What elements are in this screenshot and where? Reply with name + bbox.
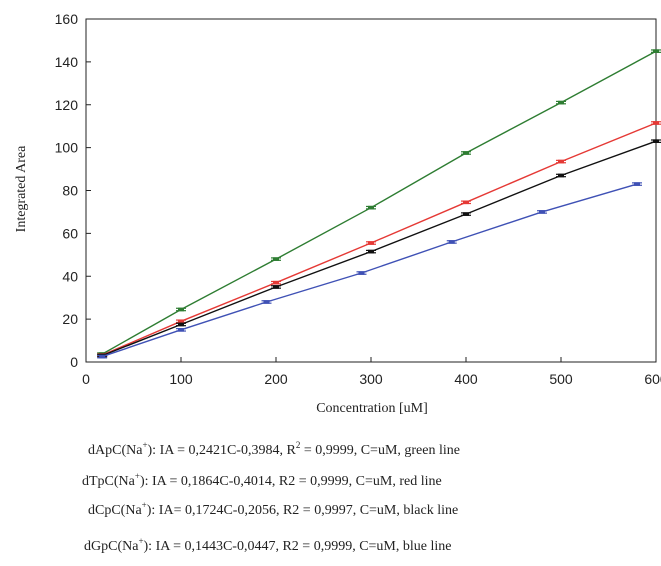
data-point [178, 328, 184, 332]
y-tick-label: 160 [55, 11, 79, 27]
data-point [368, 249, 374, 254]
series-blue [97, 182, 642, 359]
data-point [273, 257, 279, 261]
x-tick-label: 300 [359, 371, 383, 387]
y-tick-label: 20 [62, 311, 78, 327]
series-layer [97, 49, 661, 359]
data-point [558, 100, 564, 105]
equation-text: dGpC(Na [84, 539, 139, 554]
y-tick-label: 120 [55, 97, 79, 113]
equation-text: dCpC(Na [88, 503, 142, 518]
data-point [368, 241, 374, 245]
data-point [653, 121, 659, 125]
data-point [368, 205, 374, 210]
y-axis: 0 20 40 60 80 100 120 140 160 [55, 11, 91, 370]
chart: 0 20 40 60 80 100 120 140 160 0 100 200 300 400 500 60… [14, 11, 661, 416]
data-point [463, 151, 469, 155]
data-point [653, 139, 659, 143]
plot-frame [85, 18, 657, 363]
y-tick-label: 40 [62, 268, 78, 284]
equation-text: = 0,9999, C=uM, green line [300, 443, 460, 458]
equation-black: dCpC(Na+): IA= 0,1724C-0,2056, R2 = 0,99… [88, 500, 458, 519]
data-point [263, 300, 270, 304]
equation-text: dTpC(Na [82, 474, 135, 489]
data-point [634, 182, 640, 186]
data-point [653, 49, 659, 53]
y-tick-label: 0 [70, 354, 78, 370]
data-point [99, 354, 106, 359]
equation-text: ): IA = 0,2421C-0,3984, R [147, 443, 296, 458]
data-point [463, 212, 469, 216]
data-point [558, 173, 564, 178]
data-point [178, 322, 184, 327]
series-black [97, 139, 661, 358]
equation-text: ): IA = 0,1443C-0,0447, R2 = 0,9999, C=u… [143, 539, 452, 554]
equation-red: dTpC(Na+): IA = 0,1864C-0,4014, R2 = 0,9… [82, 471, 442, 490]
x-tick-label: 100 [169, 371, 193, 387]
data-point [358, 271, 365, 275]
plot-border [85, 18, 657, 363]
data-point [273, 280, 279, 285]
equation-blue: dGpC(Na+): IA = 0,1443C-0,0447, R2 = 0,9… [84, 536, 451, 555]
equation-text: ): IA= 0,1724C-0,2056, R2 = 0,9997, C=uM… [146, 503, 459, 518]
equation-superscript: + [138, 536, 144, 546]
y-tick-label: 60 [62, 225, 78, 241]
equation-superscript: + [142, 440, 148, 450]
x-tick-label: 0 [82, 371, 90, 387]
y-tick-label: 140 [55, 54, 79, 70]
equation-green: dApC(Na+): IA = 0,2421C-0,3984, R2 = 0,9… [88, 440, 460, 459]
equation-text: dApC(Na [88, 443, 143, 458]
series-green [97, 49, 661, 356]
y-axis-label: Integrated Area [14, 145, 29, 232]
y-tick-label: 100 [55, 140, 79, 156]
data-point [178, 307, 184, 312]
data-point [448, 240, 455, 244]
data-point [539, 210, 545, 214]
x-tick-label: 500 [549, 371, 573, 387]
equation-superscript: + [134, 471, 140, 481]
equation-superscript: + [141, 500, 147, 510]
x-tick-label: 200 [264, 371, 288, 387]
x-axis-label: Concentration [uM] [316, 401, 428, 416]
equation-superscript: 2 [295, 440, 301, 450]
series-red [97, 121, 661, 357]
data-point [463, 200, 469, 205]
x-tick-label: 600 [644, 371, 661, 387]
x-axis: 0 100 200 300 400 500 600 [82, 357, 661, 387]
data-point [558, 159, 564, 164]
equation-text: ): IA = 0,1864C-0,4014, R2 = 0,9999, C=u… [139, 474, 442, 489]
data-point [178, 319, 184, 324]
x-tick-label: 400 [454, 371, 478, 387]
y-tick-label: 80 [62, 183, 78, 199]
data-point [273, 285, 279, 289]
